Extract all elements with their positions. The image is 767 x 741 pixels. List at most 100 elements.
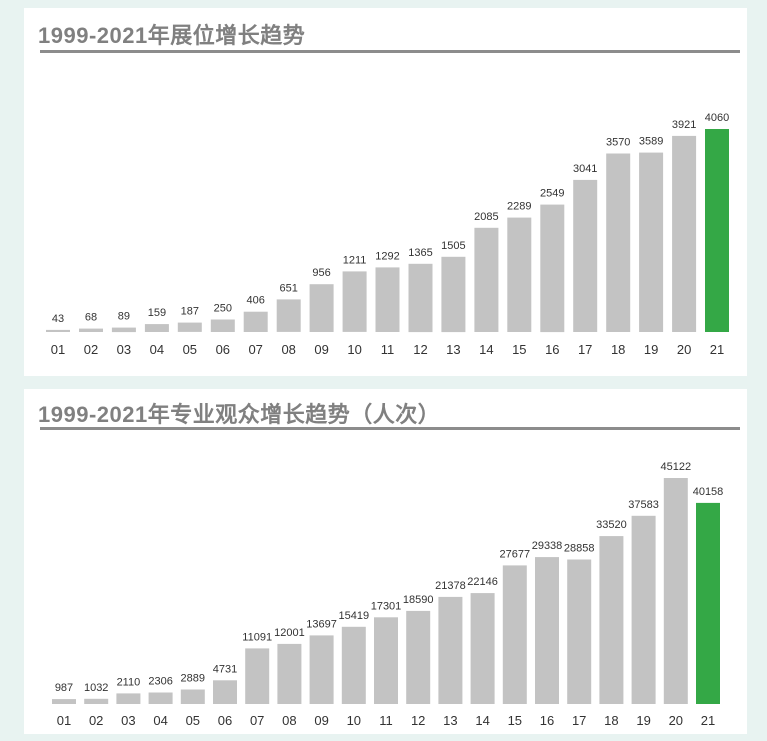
bar-11 xyxy=(374,617,398,704)
x-tick-label: 16 xyxy=(540,713,554,728)
bar-11 xyxy=(375,267,400,332)
bar-01 xyxy=(46,329,70,332)
bar-18 xyxy=(599,536,624,704)
bar-10 xyxy=(342,271,367,332)
data-label: 1032 xyxy=(84,682,108,694)
bar-09 xyxy=(309,635,334,704)
bar-20 xyxy=(672,135,697,332)
data-label: 12001 xyxy=(274,627,305,639)
chart-title: 1999-2021年展位增长趋势 xyxy=(38,23,306,48)
data-label: 17301 xyxy=(371,600,402,612)
data-label: 33520 xyxy=(596,519,627,531)
x-tick-label: 11 xyxy=(379,713,393,728)
bar-18 xyxy=(606,153,631,332)
data-label: 21378 xyxy=(435,580,466,592)
x-tick-label: 15 xyxy=(508,713,522,728)
bar-07 xyxy=(245,648,270,704)
bar-09 xyxy=(309,284,334,332)
data-label: 37583 xyxy=(628,499,659,511)
bar-13 xyxy=(441,256,466,333)
bar-15 xyxy=(502,565,527,704)
bar-12 xyxy=(408,263,433,333)
data-label: 45122 xyxy=(661,461,692,473)
x-tick-label: 12 xyxy=(413,342,427,357)
x-tick-label: 17 xyxy=(578,342,592,357)
bar-17 xyxy=(567,559,592,704)
visitor-bar-chart: 9870110320221100323060428890547310611091… xyxy=(52,461,724,728)
bar-05 xyxy=(177,322,202,332)
data-label: 4731 xyxy=(213,663,237,675)
bar-02 xyxy=(84,698,109,704)
bar-04 xyxy=(144,324,169,332)
x-tick-label: 20 xyxy=(677,342,691,357)
x-tick-label: 07 xyxy=(248,342,262,357)
data-label: 2085 xyxy=(474,211,498,223)
data-label: 1211 xyxy=(343,254,367,266)
bar-16 xyxy=(535,557,559,704)
x-tick-label: 08 xyxy=(282,713,296,728)
bar-06 xyxy=(213,680,237,704)
x-tick-label: 14 xyxy=(475,713,489,728)
booth-bar-chart: 43 01 68 02 89 03 159 04 187 05 250 06 406 07 651 08 956… xyxy=(46,112,729,357)
data-label: 1365 xyxy=(408,247,432,259)
bar-07 xyxy=(243,311,268,332)
x-tick-label: 21 xyxy=(701,713,715,728)
data-label: 89 xyxy=(118,311,130,323)
data-label: 406 xyxy=(247,295,265,307)
data-label: 13697 xyxy=(306,618,337,630)
x-tick-label: 04 xyxy=(153,713,167,728)
bar-20 xyxy=(663,478,688,704)
bar-19 xyxy=(639,152,664,332)
x-tick-label: 14 xyxy=(479,342,493,357)
data-label: 29338 xyxy=(532,540,563,552)
x-tick-label: 06 xyxy=(216,342,230,357)
x-tick-label: 03 xyxy=(121,713,135,728)
x-tick-label: 11 xyxy=(381,342,395,357)
x-tick-label: 02 xyxy=(89,713,103,728)
x-tick-label: 09 xyxy=(314,713,328,728)
data-label: 1505 xyxy=(441,240,465,252)
data-label: 2289 xyxy=(507,201,531,213)
x-tick-label: 13 xyxy=(443,713,457,728)
data-label: 187 xyxy=(181,306,199,318)
x-tick-label: 16 xyxy=(545,342,559,357)
data-label: 43 xyxy=(52,313,64,325)
data-label: 3041 xyxy=(573,163,597,175)
bar-19 xyxy=(631,515,656,704)
x-tick-label: 03 xyxy=(117,342,131,357)
x-tick-label: 13 xyxy=(446,342,460,357)
x-tick-label: 08 xyxy=(281,342,295,357)
data-label: 2306 xyxy=(148,676,172,688)
bar-01 xyxy=(52,699,76,704)
x-tick-label: 21 xyxy=(710,342,724,357)
x-tick-label: 01 xyxy=(57,713,71,728)
data-label: 3589 xyxy=(639,136,663,148)
title-divider xyxy=(40,427,740,430)
data-label: 40158 xyxy=(693,486,724,498)
data-label: 22146 xyxy=(467,576,498,588)
data-label: 159 xyxy=(148,307,166,319)
bar-17 xyxy=(573,179,598,332)
x-tick-label: 19 xyxy=(644,342,658,357)
x-tick-label: 17 xyxy=(572,713,586,728)
bar-04 xyxy=(148,692,173,704)
x-tick-label: 06 xyxy=(218,713,232,728)
bar-10 xyxy=(341,626,366,704)
x-tick-label: 20 xyxy=(669,713,683,728)
x-tick-label: 10 xyxy=(347,342,361,357)
x-tick-label: 01 xyxy=(51,342,65,357)
data-label: 4060 xyxy=(705,112,729,124)
data-label: 27677 xyxy=(500,548,531,560)
data-label: 651 xyxy=(280,282,298,294)
x-tick-label: 18 xyxy=(604,713,618,728)
data-label: 2110 xyxy=(117,676,141,688)
data-label: 250 xyxy=(214,303,232,315)
data-label: 3921 xyxy=(672,119,696,131)
data-label: 18590 xyxy=(403,594,434,606)
title-divider xyxy=(40,50,740,53)
data-label: 28858 xyxy=(564,543,595,555)
bar-03 xyxy=(111,327,136,333)
x-tick-label: 18 xyxy=(611,342,625,357)
bar-13 xyxy=(438,596,463,704)
x-tick-label: 05 xyxy=(186,713,200,728)
